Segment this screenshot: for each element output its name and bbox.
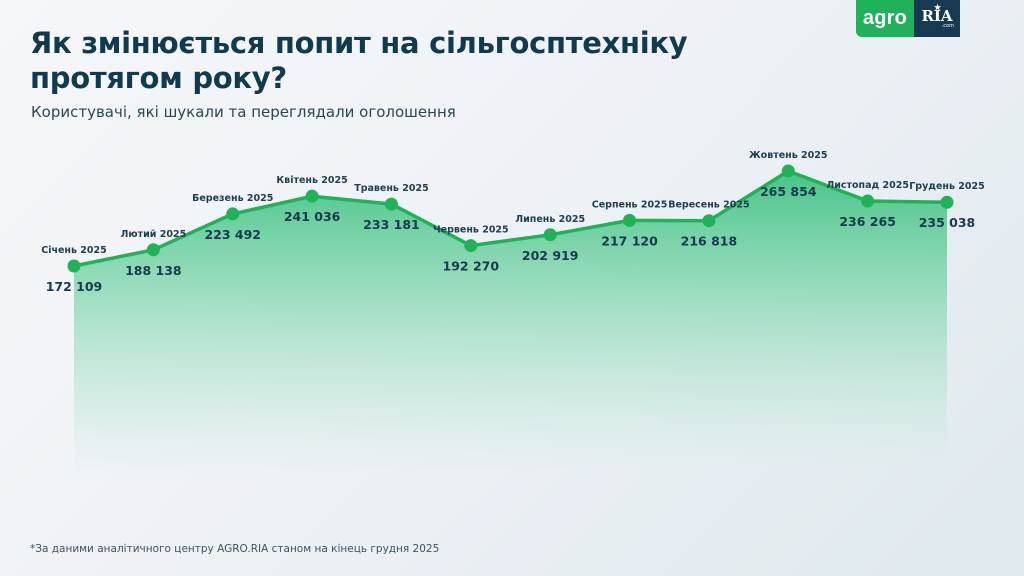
month-label: Червень 2025 — [433, 225, 509, 236]
page-title: Як змінюється попит на сільгосптехніку п… — [30, 26, 730, 96]
chart-line — [73, 169, 948, 268]
logo-agro: agro — [856, 0, 914, 37]
data-point — [861, 194, 875, 208]
data-point — [623, 213, 637, 227]
month-label: Лютий 2025 — [121, 229, 187, 240]
data-point — [67, 259, 81, 273]
value-label: 172 109 — [46, 279, 103, 294]
data-point — [384, 197, 398, 211]
month-label: Травень 2025 — [354, 183, 428, 194]
value-label: 236 265 — [839, 214, 896, 229]
value-label: 223 492 — [204, 227, 261, 242]
data-point — [702, 214, 716, 228]
value-label: 217 120 — [601, 233, 658, 248]
star-icon: ★ — [934, 2, 942, 12]
logo-ria: ★ RIA .com — [914, 0, 960, 37]
month-label: Вересень 2025 — [668, 200, 749, 211]
data-point — [940, 195, 954, 209]
data-point — [146, 243, 160, 257]
value-label: 192 270 — [443, 259, 500, 274]
value-label: 202 919 — [522, 248, 579, 263]
value-label: 235 038 — [919, 215, 976, 230]
month-label: Березень 2025 — [192, 193, 273, 204]
data-point — [305, 189, 319, 203]
data-point — [781, 164, 795, 178]
data-point — [464, 239, 478, 253]
logo-ria-text: RIA — [921, 6, 953, 25]
month-label: Листопад 2025 — [826, 180, 909, 191]
value-label: 241 036 — [284, 209, 341, 224]
chart-subtitle: Користувачі, які шукали та переглядали о… — [31, 103, 456, 121]
chart-area-fill — [74, 171, 947, 470]
month-label: Січень 2025 — [41, 245, 107, 256]
data-point — [543, 228, 557, 242]
footnote: *За даними аналітичного центру AGRO.RIA … — [30, 543, 440, 555]
data-point — [226, 207, 240, 221]
value-label: 265 854 — [760, 184, 817, 199]
month-label: Жовтень 2025 — [749, 150, 827, 161]
month-label: Серпень 2025 — [592, 199, 668, 210]
value-label: 188 138 — [125, 263, 182, 278]
title-line-1: Як змінюється попит на сільгосптехніку — [30, 26, 688, 60]
month-label: Квітень 2025 — [276, 175, 347, 186]
title-line-2: протягом року? — [30, 61, 287, 95]
month-label: Грудень 2025 — [909, 181, 984, 192]
agro-ria-logo: agro ★ RIA .com — [856, 0, 960, 37]
logo-ria-suffix: .com — [941, 22, 954, 29]
chart-points: Січень 2025 172 109 Лютий 2025 188 138 Берез… — [41, 150, 985, 294]
value-label: 216 818 — [681, 234, 738, 249]
value-label: 233 181 — [363, 217, 420, 232]
month-label: Липень 2025 — [515, 214, 585, 225]
